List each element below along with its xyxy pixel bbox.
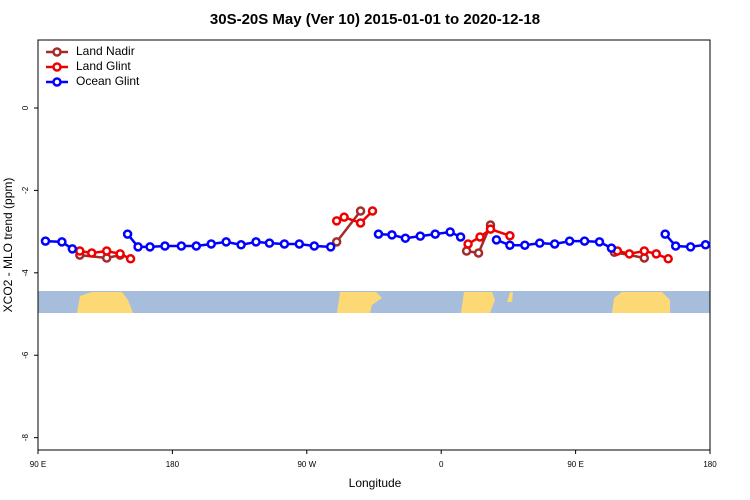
point — [485, 224, 496, 234]
point — [355, 206, 366, 216]
x-tick-label: 90 W — [297, 460, 316, 469]
x-tick-label: 180 — [703, 460, 717, 469]
point — [700, 240, 711, 250]
point — [520, 240, 530, 250]
point — [339, 212, 349, 222]
point — [160, 241, 170, 251]
point — [491, 235, 502, 245]
point — [294, 239, 305, 249]
point — [122, 229, 133, 239]
point — [579, 236, 590, 246]
point — [535, 238, 545, 248]
legend-marker — [52, 62, 62, 72]
point — [594, 237, 605, 247]
point — [606, 243, 617, 253]
x-tick-label: 90 E — [30, 460, 46, 469]
point — [400, 233, 411, 243]
point — [75, 246, 85, 256]
series-line — [79, 253, 121, 260]
legend-label: Land Nadir — [76, 44, 135, 58]
point — [505, 240, 515, 250]
point — [264, 238, 275, 248]
point — [445, 227, 455, 237]
point — [87, 248, 97, 258]
point — [279, 239, 290, 249]
map-strip — [38, 291, 710, 313]
point — [387, 230, 397, 240]
point — [624, 249, 635, 259]
point — [549, 239, 560, 249]
point — [236, 240, 246, 250]
legend-label: Land Glint — [76, 59, 131, 73]
x-axis-label: Longitude — [349, 476, 402, 490]
point — [367, 206, 378, 216]
point — [473, 248, 484, 258]
series-line — [664, 233, 706, 249]
point — [57, 237, 67, 247]
point — [475, 232, 485, 242]
point — [40, 236, 51, 246]
point — [191, 241, 202, 251]
y-axis-label: XCO2 - MLO trend (ppm) — [1, 178, 15, 313]
legend-marker — [52, 47, 62, 57]
point — [221, 237, 231, 247]
point — [206, 239, 216, 249]
point — [325, 242, 336, 252]
y-tick-label: -4 — [21, 269, 30, 277]
y-tick-label: 0 — [21, 105, 30, 110]
point — [639, 246, 650, 256]
point — [176, 241, 187, 251]
legend-label: Ocean Glint — [76, 74, 140, 88]
x-tick-label: 90 E — [567, 460, 583, 469]
point — [463, 239, 473, 249]
x-tick-label: 180 — [166, 460, 180, 469]
point — [331, 237, 342, 247]
series-line — [467, 227, 511, 246]
point — [670, 241, 681, 251]
point — [125, 254, 136, 264]
point — [455, 232, 466, 242]
y-tick-label: -8 — [21, 434, 30, 442]
point — [660, 229, 670, 239]
point — [564, 236, 575, 246]
point — [685, 242, 696, 252]
point — [415, 231, 426, 241]
point — [355, 218, 366, 228]
legend-marker — [52, 77, 62, 87]
point — [309, 241, 320, 251]
chart-title: 30S-20S May (Ver 10) 2015-01-01 to 2020-… — [210, 11, 540, 28]
point — [651, 249, 661, 259]
point — [133, 242, 143, 252]
point — [373, 229, 384, 239]
point — [115, 249, 125, 259]
point — [101, 246, 112, 256]
point — [663, 254, 673, 264]
point — [331, 216, 342, 226]
series-line — [335, 210, 362, 243]
y-tick-label: -2 — [21, 186, 30, 194]
point — [251, 237, 261, 247]
point — [430, 229, 440, 239]
y-tick-label: -6 — [21, 351, 30, 359]
x-tick-label: 0 — [439, 460, 444, 469]
point — [505, 230, 515, 241]
point — [67, 244, 78, 254]
point — [145, 242, 155, 252]
